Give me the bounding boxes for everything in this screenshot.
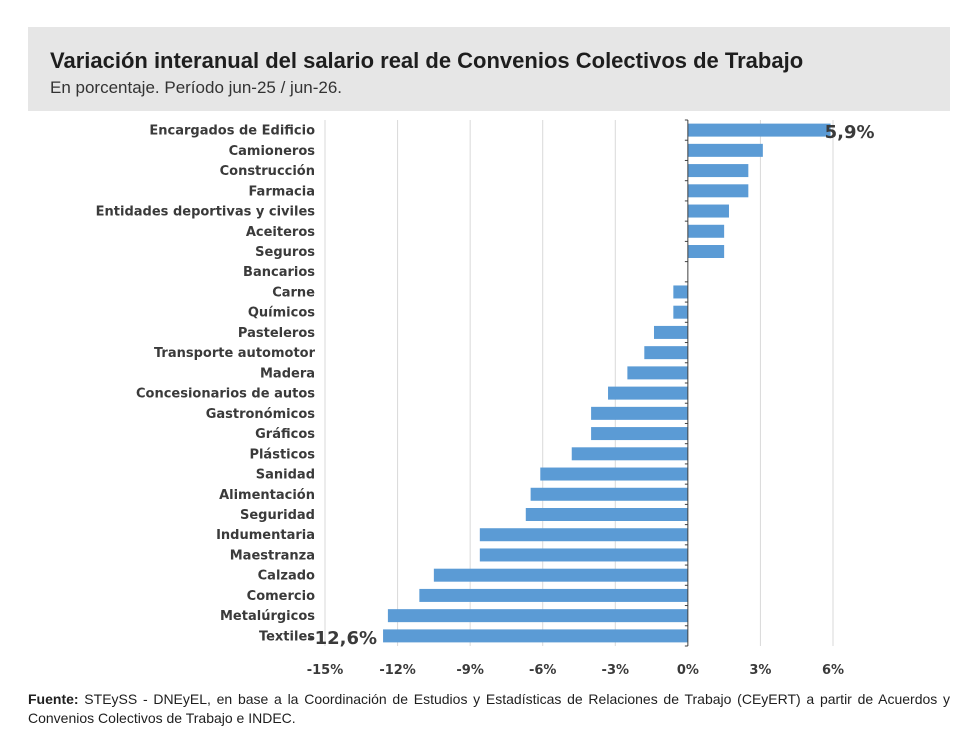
category-label: Gastronómicos [206, 407, 316, 422]
category-label: Indumentaria [216, 528, 315, 543]
category-label: Pasteleros [238, 326, 315, 341]
category-label: Construcción [220, 164, 315, 179]
category-label: Maestranza [230, 548, 315, 563]
category-label: Seguros [255, 245, 315, 260]
bar [687, 184, 749, 198]
bar [653, 325, 688, 339]
category-label: Transporte automotor [154, 346, 316, 361]
bar [627, 366, 688, 380]
category-label: Metalúrgicos [220, 609, 315, 624]
category-label: Gráficos [255, 427, 315, 442]
bar [591, 406, 688, 420]
bar [591, 427, 688, 441]
x-tick-label: 6% [822, 663, 844, 678]
x-tick-label: -6% [529, 663, 556, 678]
bar [608, 386, 688, 400]
chart-title: Variación interanual del salario real de… [50, 48, 804, 73]
source-note: Fuente: STEySS - DNEyEL, en base a la Co… [28, 690, 950, 728]
bar [673, 305, 688, 319]
data-label: -12,6% [307, 628, 377, 649]
category-label: Comercio [247, 589, 315, 604]
bar [687, 224, 725, 238]
bar [419, 588, 688, 602]
bar [687, 123, 831, 137]
source-text: STEySS - DNEyEL, en base a la Coordinaci… [28, 691, 950, 726]
chart-subtitle: En porcentaje. Período jun-25 / jun-26. [50, 78, 343, 97]
bar [687, 204, 729, 218]
bar [644, 346, 688, 360]
category-label: Textiles [259, 629, 315, 644]
category-label: Encargados de Edificio [149, 124, 315, 139]
bar-chart: Encargados de Edificio Camioneros Construc… [96, 119, 875, 678]
bar [525, 508, 688, 521]
bar [387, 609, 688, 623]
category-label: Químicos [248, 306, 315, 321]
bar [687, 245, 725, 258]
category-label: Madera [260, 366, 315, 381]
bar [433, 568, 688, 582]
bar [687, 143, 763, 157]
category-label: Farmacia [248, 184, 315, 199]
category-label: Alimentación [219, 488, 315, 503]
x-tick-label: 3% [749, 663, 771, 678]
source-label: Fuente: [28, 691, 79, 707]
x-tick-label: -3% [602, 663, 629, 678]
bar [479, 548, 688, 562]
bar [673, 285, 688, 299]
category-label: Calzado [258, 569, 315, 584]
bar [383, 629, 688, 643]
category-label: Sanidad [256, 468, 315, 483]
category-label: Seguridad [240, 508, 315, 523]
category-label: Aceiteros [246, 225, 315, 240]
data-label: 5,9% [825, 122, 875, 143]
x-tick-label: -15% [307, 663, 344, 678]
bar [540, 467, 688, 481]
bar [687, 164, 749, 178]
bar [530, 487, 688, 501]
x-tick-label: -9% [456, 663, 483, 678]
bar [479, 528, 688, 542]
bar [571, 447, 688, 461]
category-label: Entidades deportivas y civiles [96, 205, 316, 220]
x-tick-label: 0% [677, 663, 699, 678]
category-label: Carne [272, 285, 315, 300]
category-label: Concesionarios de autos [136, 387, 315, 402]
category-label: Plásticos [249, 447, 315, 462]
category-label: Camioneros [229, 144, 316, 159]
x-tick-label: -12% [379, 663, 416, 678]
chart-header: Variación interanual del salario real de… [28, 27, 950, 111]
category-label: Bancarios [243, 265, 315, 280]
